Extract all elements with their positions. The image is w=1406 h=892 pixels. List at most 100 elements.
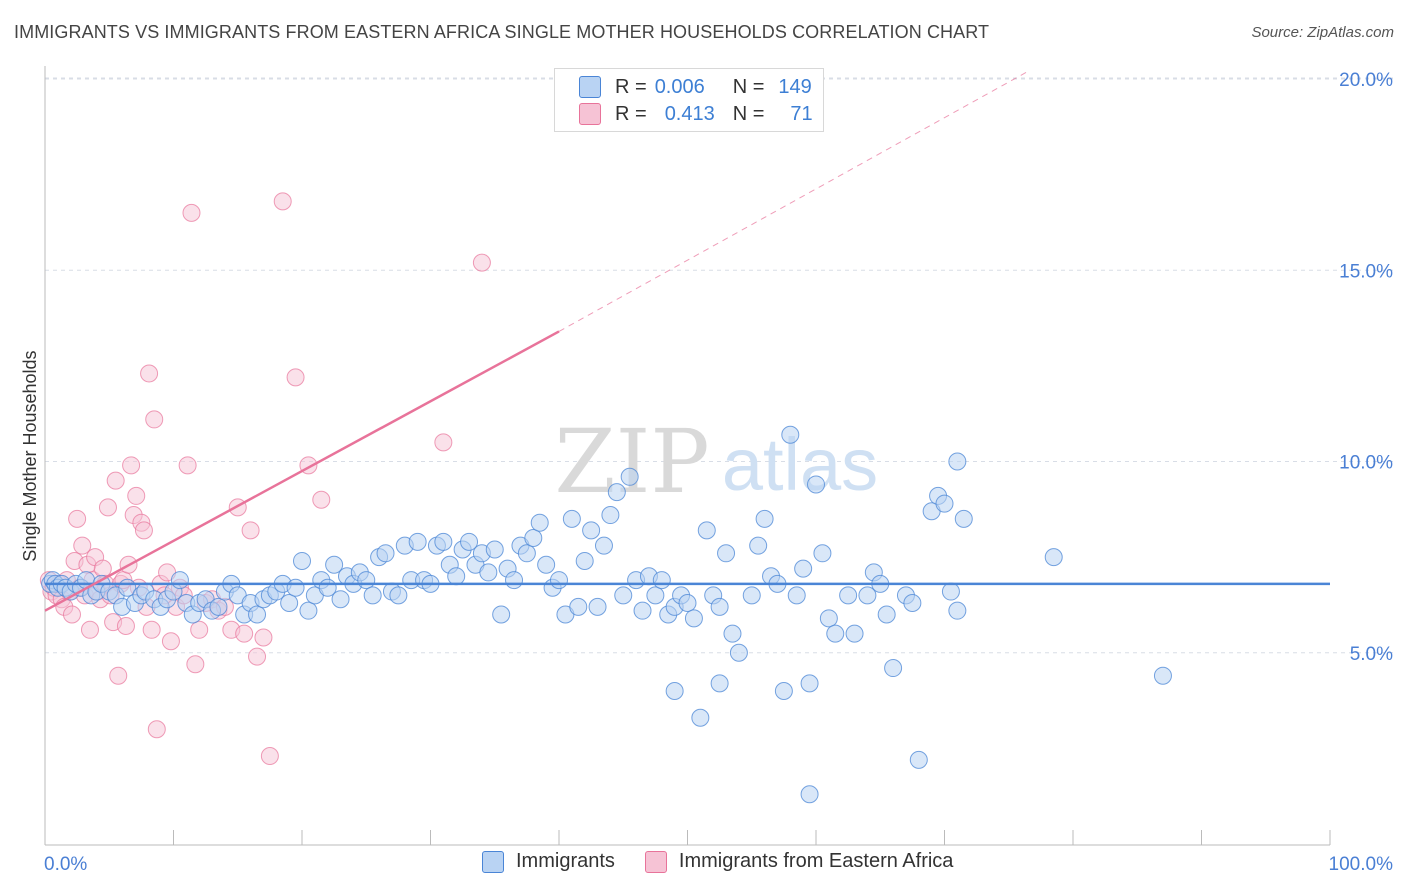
point-eastern-africa	[254, 628, 273, 647]
point-immigrants	[678, 594, 697, 613]
point-immigrants	[646, 586, 665, 605]
point-immigrants	[170, 571, 189, 590]
point-eastern-africa	[109, 666, 128, 685]
point-eastern-africa	[312, 490, 331, 509]
point-eastern-africa	[147, 720, 166, 739]
point-immigrants	[601, 506, 620, 525]
trend-line-extension	[558, 70, 1029, 332]
watermark-atlas: atlas	[722, 423, 878, 506]
chart-title: IMMIGRANTS VS IMMIGRANTS FROM EASTERN AF…	[14, 22, 990, 42]
legend-r-value: 0.006	[654, 75, 705, 98]
point-immigrants	[293, 551, 311, 570]
point-immigrants	[941, 582, 960, 601]
point-immigrants	[935, 494, 954, 513]
legend-label-immigrants: Immigrants	[516, 850, 615, 872]
point-immigrants	[845, 624, 864, 643]
point-eastern-africa	[161, 632, 180, 651]
point-eastern-africa	[127, 486, 146, 505]
watermark: ZIP atlas	[554, 410, 878, 513]
point-immigrants	[877, 605, 896, 624]
legend-swatch-blue	[579, 76, 601, 98]
legend-n-value: 149	[778, 75, 812, 98]
trend-lines	[44, 70, 1330, 612]
point-eastern-africa	[73, 536, 92, 555]
point-immigrants	[710, 597, 729, 616]
point-immigrants	[1153, 666, 1172, 685]
point-immigrants	[434, 532, 453, 551]
point-immigrants	[684, 609, 703, 628]
point-immigrants	[357, 571, 376, 590]
point-eastern-africa	[235, 624, 254, 643]
y-tick-labels: 5.0% 10.0% 15.0% 20.0%	[1339, 70, 1393, 665]
point-eastern-africa	[134, 521, 153, 540]
point-immigrants	[652, 571, 671, 590]
point-immigrants	[594, 536, 613, 555]
point-eastern-africa	[145, 410, 164, 429]
point-immigrants	[948, 452, 967, 471]
point-immigrants	[781, 425, 800, 444]
point-immigrants	[614, 586, 633, 605]
point-immigrants	[723, 624, 742, 643]
point-eastern-africa	[182, 203, 201, 222]
x-tick-labels: 0.0% 100.0%	[44, 854, 1393, 875]
point-immigrants	[447, 567, 466, 586]
watermark-zip: ZIP	[554, 410, 709, 513]
legend-row-immigrants: R = 0.006 N = 149	[579, 74, 812, 100]
point-immigrants	[588, 597, 607, 616]
point-immigrants	[582, 521, 601, 540]
point-immigrants	[729, 643, 748, 662]
point-immigrants	[517, 544, 536, 563]
legend-swatch-eastern-africa	[644, 850, 667, 873]
point-eastern-africa	[273, 192, 292, 211]
point-immigrants	[800, 785, 819, 804]
y-tick-label: 20.0%	[1339, 70, 1393, 91]
point-immigrants	[697, 521, 716, 540]
point-eastern-africa	[80, 620, 99, 639]
point-immigrants	[562, 509, 581, 528]
point-eastern-africa	[190, 620, 209, 639]
correlation-legend: R = 0.006 N = 149 R = 0.413 N = 71	[554, 68, 824, 132]
point-immigrants	[485, 540, 504, 559]
point-immigrants	[749, 536, 768, 555]
point-immigrants	[331, 590, 350, 609]
point-immigrants	[839, 586, 858, 605]
point-immigrants	[408, 532, 427, 551]
point-eastern-africa	[248, 647, 267, 666]
point-eastern-africa	[142, 620, 161, 639]
point-immigrants	[742, 586, 761, 605]
legend-label-eastern-africa: Immigrants from Eastern Africa	[678, 850, 954, 872]
point-eastern-africa	[241, 521, 260, 540]
point-eastern-africa	[286, 368, 305, 387]
point-immigrants	[209, 597, 228, 616]
point-immigrants	[569, 597, 588, 616]
point-immigrants	[537, 555, 556, 574]
point-eastern-africa	[98, 498, 117, 517]
point-immigrants	[826, 624, 845, 643]
point-immigrants	[620, 467, 639, 486]
point-immigrants	[492, 605, 511, 624]
point-immigrants	[505, 571, 524, 590]
point-immigrants	[807, 475, 825, 494]
point-immigrants	[524, 529, 543, 547]
legend-swatch-pink	[579, 103, 601, 125]
legend-r-value: 0.413	[664, 102, 715, 125]
point-immigrants	[909, 750, 928, 769]
point-eastern-africa	[260, 747, 279, 766]
legend-n-label: N =	[732, 75, 765, 98]
point-immigrants	[665, 682, 684, 700]
legend-n-label: N =	[732, 102, 765, 125]
point-immigrants	[691, 708, 710, 727]
legend-r-label: R =	[615, 75, 647, 98]
point-immigrants	[794, 559, 813, 578]
point-immigrants	[299, 601, 318, 620]
point-immigrants	[389, 586, 408, 605]
series-immigrants-points	[41, 425, 1172, 804]
point-immigrants	[460, 532, 479, 551]
point-immigrants	[575, 551, 594, 570]
point-immigrants	[710, 674, 729, 693]
point-immigrants	[1044, 548, 1063, 567]
series-eastern-africa-points	[39, 192, 491, 766]
point-eastern-africa	[186, 655, 205, 674]
point-eastern-africa	[116, 616, 135, 635]
